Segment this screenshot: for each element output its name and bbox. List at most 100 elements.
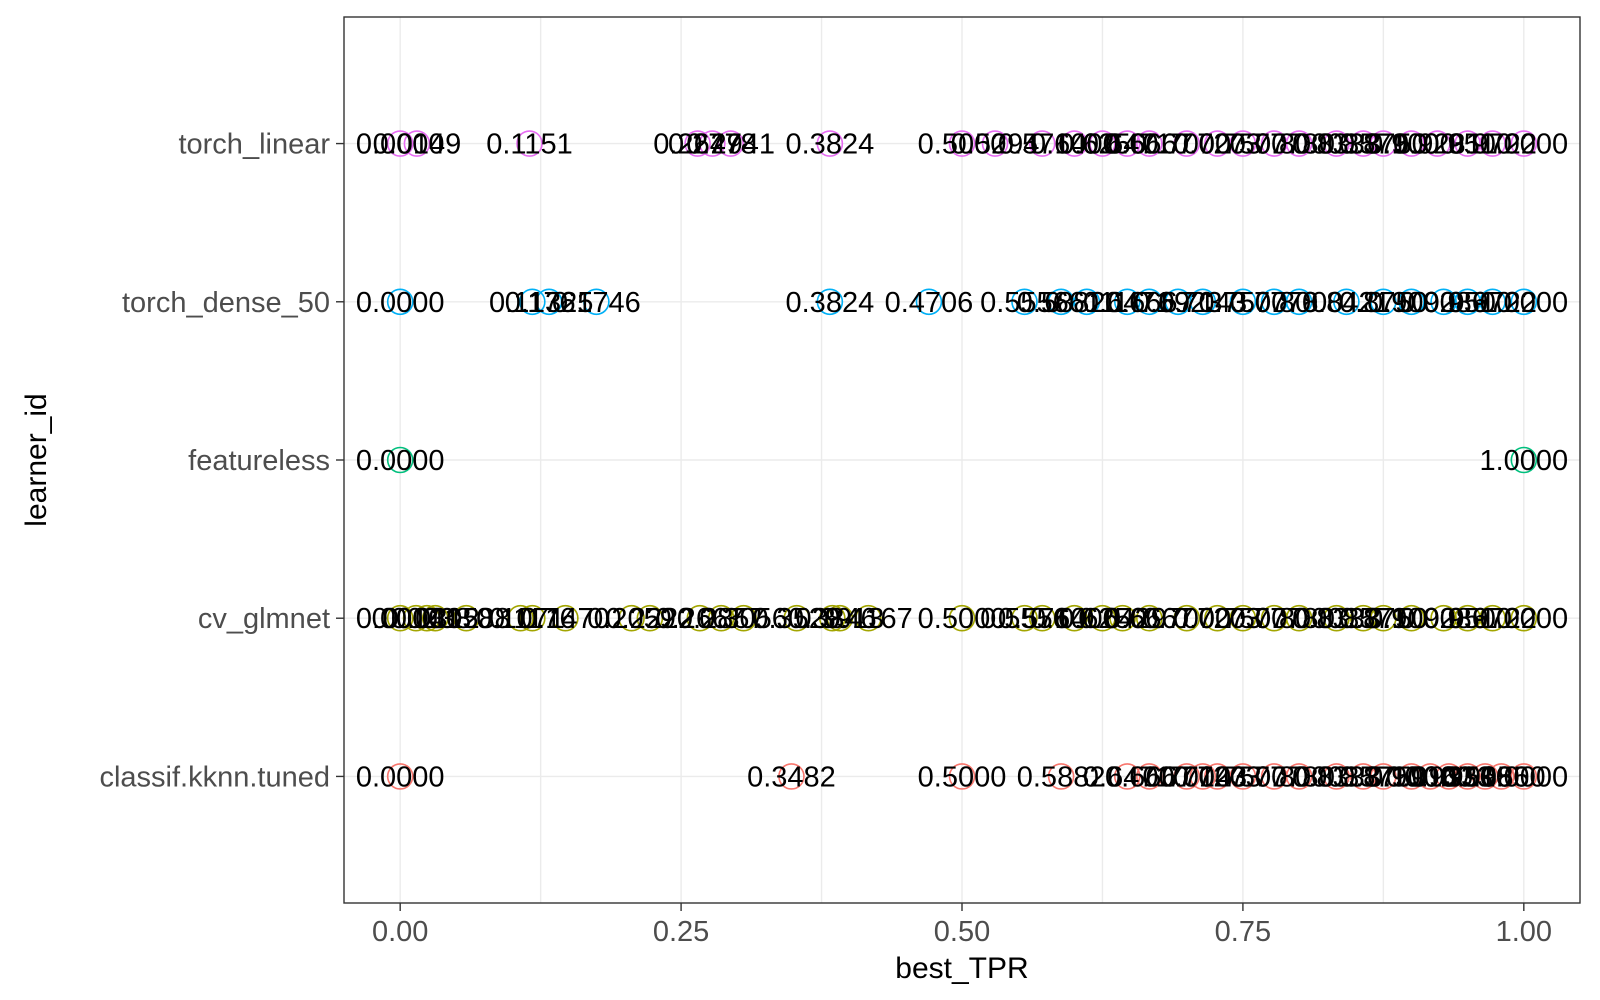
data-point [1510, 446, 1538, 474]
data-label: 0.2647 [653, 129, 742, 161]
y-tick-label: cv_glmnet [198, 603, 330, 635]
data-label: 0.6429 [1078, 603, 1167, 635]
x-axis: 0.00 0.25 0.50 0.75 1.00 [372, 903, 1552, 948]
data-point [1073, 288, 1101, 316]
data-point [1136, 604, 1163, 632]
data-label: 0.0000 [356, 761, 445, 793]
data-label: 0.7000 [1142, 603, 1231, 635]
data-point [516, 130, 543, 157]
data-label: 0.9655 [1441, 761, 1530, 793]
data-point [519, 288, 546, 316]
data-label: 0.5714 [998, 603, 1087, 635]
data-label: 0.3913 [796, 603, 885, 635]
data-label: 0.6000 [1030, 603, 1119, 635]
data-point [816, 130, 844, 157]
data-label: 0.7500 [1199, 287, 1288, 319]
data-label: 0.6667 [1105, 603, 1194, 635]
data-label: 0.7273 [1173, 129, 1262, 161]
data-point [636, 604, 664, 632]
data-label: 0.8000 [1255, 287, 1344, 319]
data-label: 0.9333 [1405, 761, 1494, 793]
data-point [981, 130, 1009, 157]
data-label: 0.9000 [1367, 603, 1456, 635]
data-label: 0.7000 [1142, 761, 1231, 793]
data-label: 0.7778 [1230, 603, 1319, 635]
data-label: 0.7500 [1199, 761, 1288, 793]
data-point [1398, 130, 1425, 157]
data-label: 0.2667 [656, 603, 745, 635]
data-point [535, 288, 563, 316]
data-label: 0.0000 [356, 445, 445, 477]
data-point [1173, 604, 1201, 632]
data-point [1424, 130, 1451, 157]
data-label: 0.8000 [1255, 129, 1344, 161]
data-label: 0.7273 [1173, 603, 1262, 635]
data-point [1285, 604, 1313, 632]
data-point [386, 604, 414, 632]
data-point [1416, 763, 1444, 790]
data-label: 0.5000 [918, 603, 1007, 635]
y-tick-label: torch_linear [178, 129, 330, 161]
data-point [1488, 763, 1515, 790]
data-point [1189, 763, 1217, 790]
data-point [1398, 288, 1425, 316]
data-label: 0.0312 [391, 603, 480, 635]
data-label: 0.6471 [1083, 761, 1172, 793]
data-point [1285, 130, 1313, 157]
data-point [452, 604, 480, 632]
data-label: 0.5882 [1017, 761, 1106, 793]
data-label: 0.6471 [1083, 287, 1172, 319]
data-label: 0.3482 [747, 761, 836, 793]
data-point [402, 604, 430, 632]
data-point [684, 130, 711, 157]
grid [344, 17, 1580, 903]
x-tick-label: 0.50 [934, 916, 990, 948]
data-label: 0.5294 [951, 129, 1040, 161]
data-label: 0.0149 [373, 129, 462, 161]
data-point [855, 604, 882, 632]
data-label: 0.8000 [1255, 761, 1344, 793]
data-point [816, 288, 844, 316]
data-point [1061, 604, 1088, 632]
data-label: 1.0000 [1479, 129, 1568, 161]
data-label: 0.6000 [1030, 129, 1119, 161]
data-point [1479, 130, 1506, 157]
data-point [507, 604, 534, 632]
data-label: 0.9286 [1399, 603, 1488, 635]
data-point [1229, 604, 1257, 632]
data-label: 0.6250 [1058, 603, 1147, 635]
data-point [1136, 763, 1163, 790]
data-label: 0.1746 [552, 287, 641, 319]
x-tick-label: 0.00 [372, 916, 428, 948]
data-point [1349, 763, 1377, 790]
data-point [403, 130, 431, 157]
data-point [1229, 130, 1257, 157]
data-label: 0.1176 [489, 603, 576, 635]
data-label: 0.8333 [1292, 761, 1381, 793]
data-label: 0.1151 [486, 129, 573, 161]
data-point [1398, 763, 1425, 790]
data-label: 0.7143 [1158, 761, 1247, 793]
data-point [1173, 130, 1201, 157]
data-point [1323, 130, 1350, 157]
data-point [1370, 763, 1397, 790]
data-label: 0.3846 [788, 603, 877, 635]
data-label: 0.3529 [752, 603, 841, 635]
data-label: 0.9800 [1457, 761, 1546, 793]
data-label: 0.0588 [422, 603, 511, 635]
data-point [948, 604, 976, 632]
data-point [1028, 130, 1056, 157]
data-label: 1.0000 [1479, 445, 1568, 477]
data-point [730, 604, 757, 632]
data-point [717, 130, 744, 157]
data-point [1435, 763, 1463, 790]
data-point [1113, 763, 1141, 790]
data-point [1370, 604, 1397, 632]
data-point [386, 446, 414, 474]
data-label: 0.9722 [1448, 129, 1537, 161]
data-label: 0.9722 [1448, 287, 1537, 319]
data-label: 0.1470 [521, 603, 610, 635]
data-label: 0.7143 [1158, 287, 1247, 319]
